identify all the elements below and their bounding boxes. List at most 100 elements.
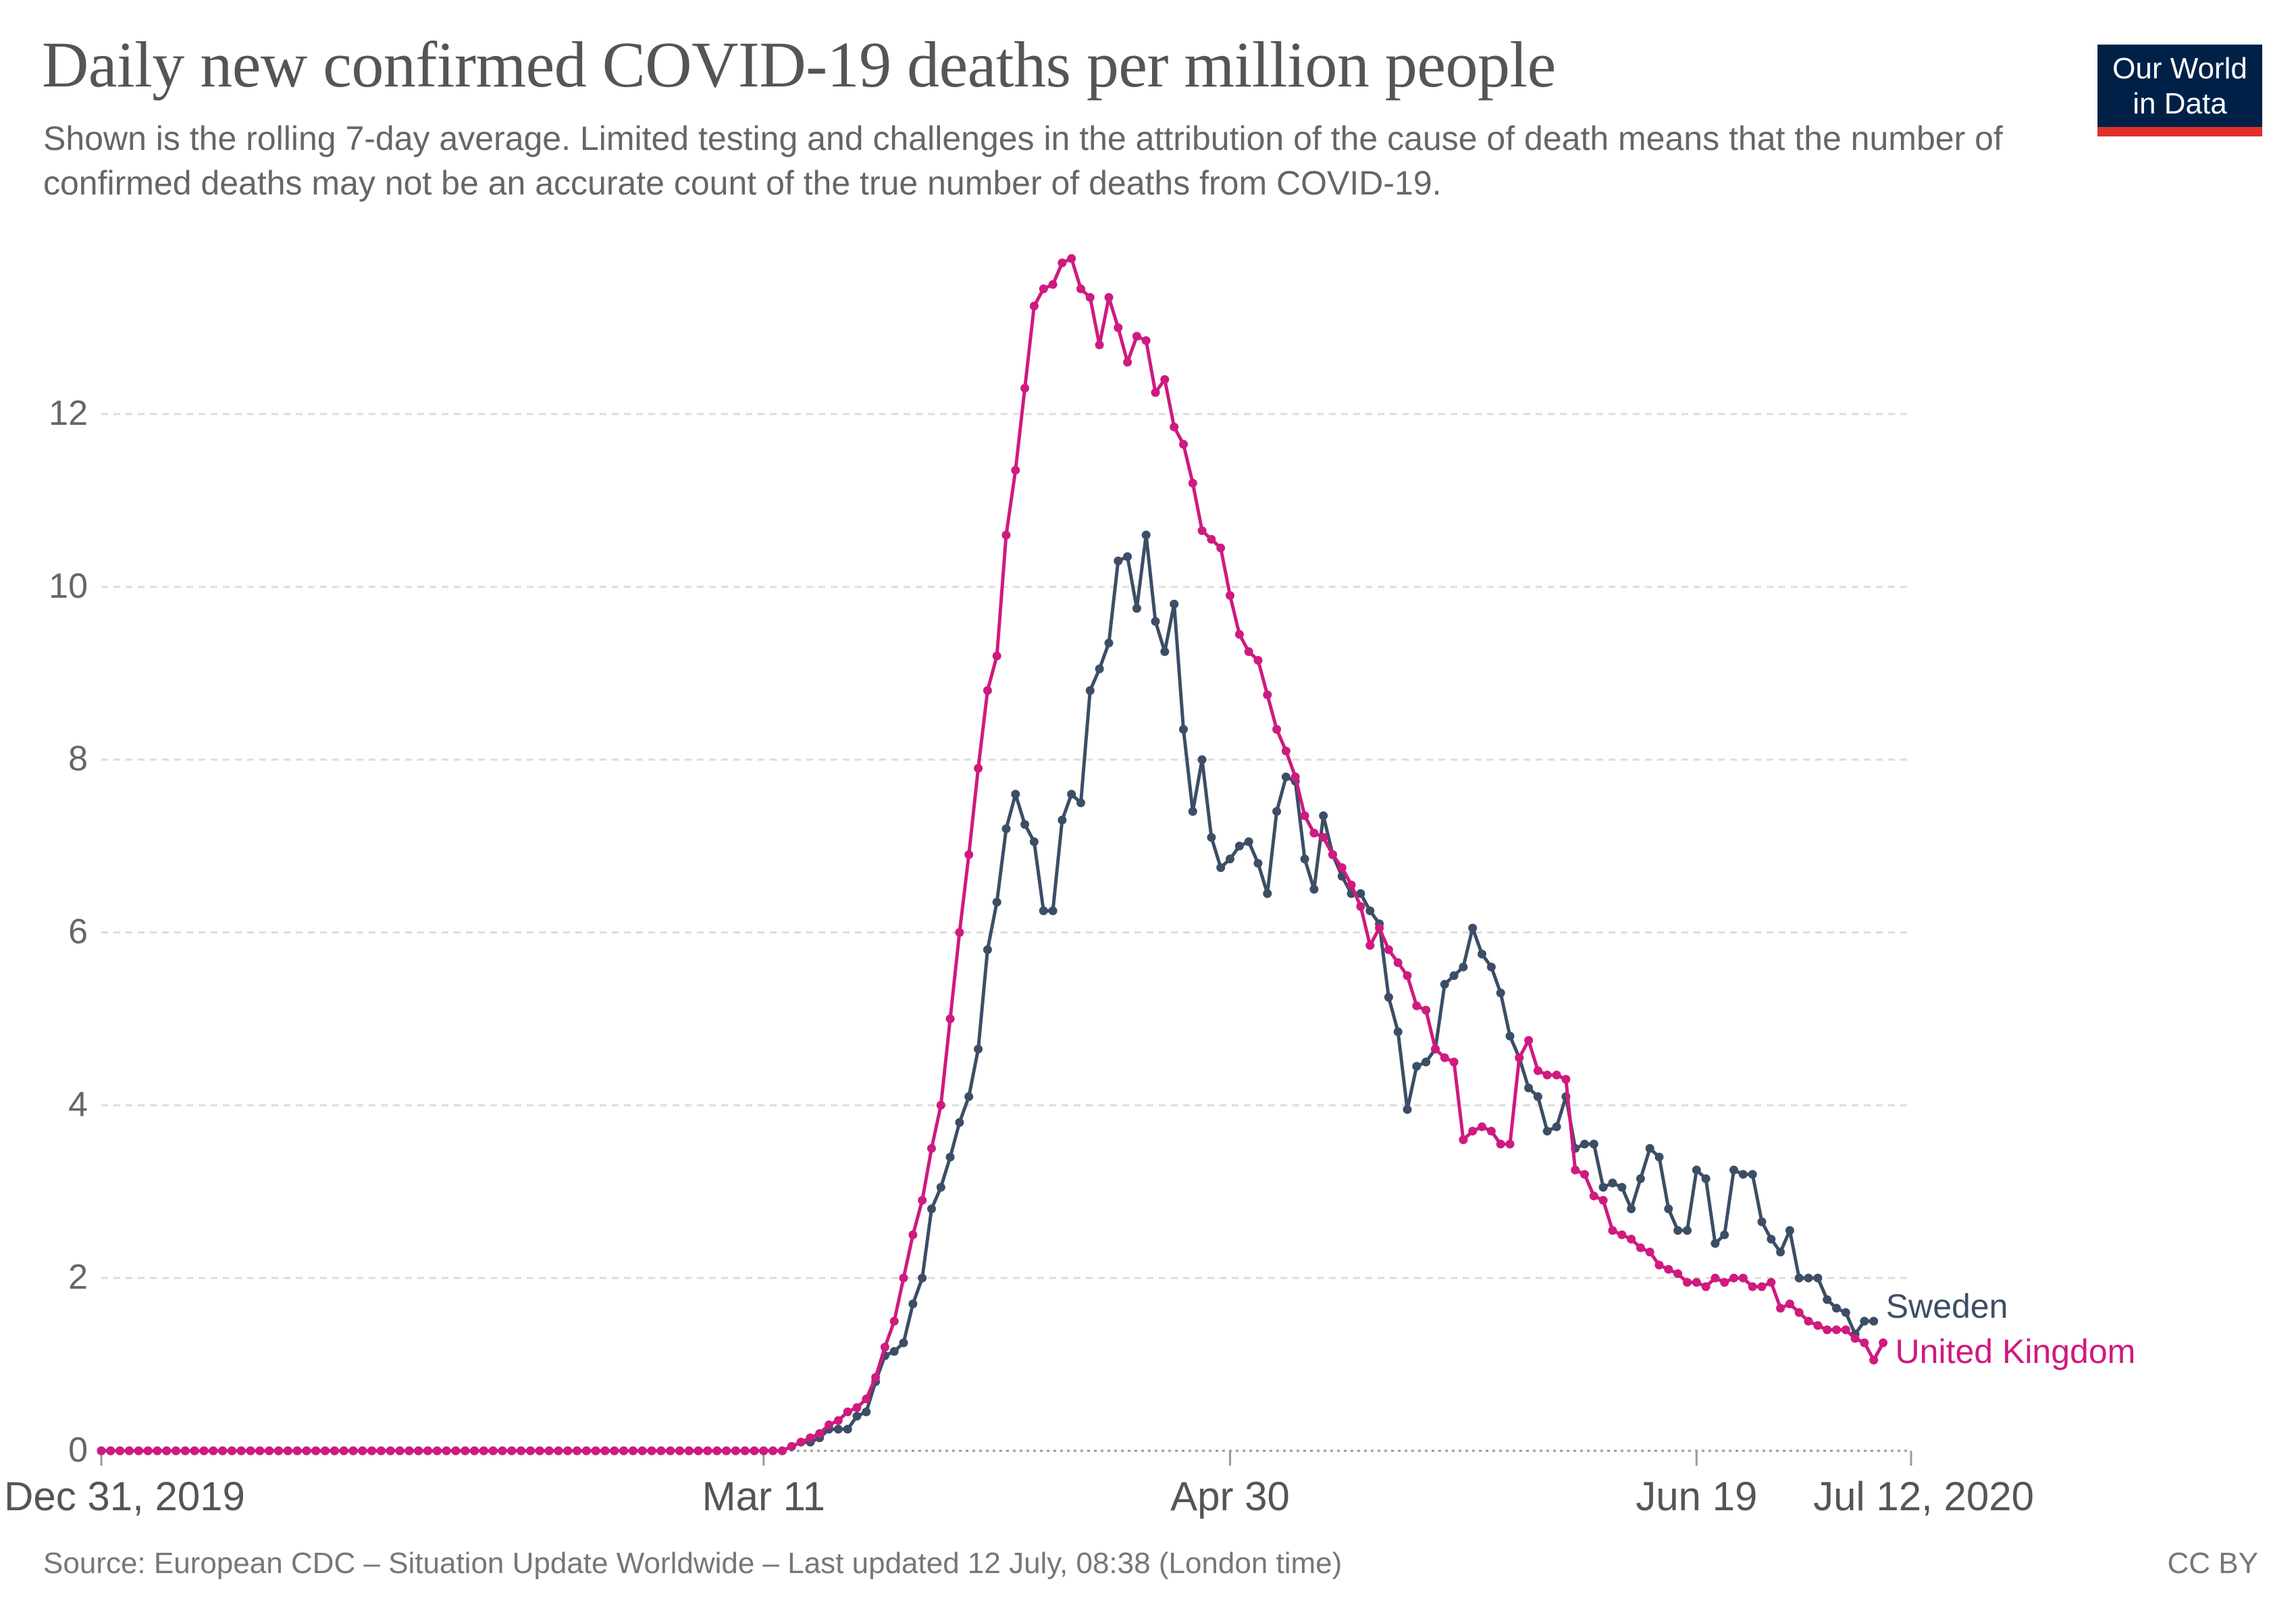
data-point-sweden bbox=[1384, 993, 1393, 1002]
data-point-united-kingdom bbox=[451, 1446, 461, 1456]
data-point-united-kingdom bbox=[1794, 1308, 1804, 1317]
data-point-sweden bbox=[1300, 854, 1309, 864]
data-point-united-kingdom bbox=[1561, 1075, 1571, 1084]
data-point-united-kingdom bbox=[1757, 1282, 1767, 1291]
x-tick-label: Dec 31, 2019 bbox=[4, 1474, 245, 1519]
data-point-united-kingdom bbox=[292, 1446, 302, 1456]
data-point-united-kingdom bbox=[498, 1446, 507, 1456]
data-point-united-kingdom bbox=[1580, 1170, 1589, 1179]
data-point-united-kingdom bbox=[1804, 1316, 1813, 1326]
data-point-sweden bbox=[1114, 557, 1123, 565]
y-tick-label: 0 bbox=[68, 1431, 88, 1470]
data-point-united-kingdom bbox=[330, 1446, 339, 1456]
data-point-sweden bbox=[899, 1338, 908, 1347]
data-point-united-kingdom bbox=[1449, 1057, 1459, 1066]
data-point-sweden bbox=[1692, 1165, 1701, 1175]
data-point-united-kingdom bbox=[1869, 1356, 1879, 1365]
data-point-sweden bbox=[1636, 1174, 1645, 1183]
axis-layer: 0 2 4 6 8 10 12 Dec 31, 2019 Mar 11 Apr 30 Jun 19 J… bbox=[4, 394, 2034, 1519]
data-point-sweden bbox=[862, 1407, 871, 1416]
data-point-united-kingdom bbox=[526, 1446, 535, 1456]
data-point-united-kingdom bbox=[563, 1446, 573, 1456]
data-point-sweden bbox=[1860, 1316, 1869, 1326]
x-tick-label: Mar 11 bbox=[702, 1474, 825, 1519]
data-point-united-kingdom bbox=[1654, 1260, 1664, 1270]
y-tick-label: 2 bbox=[68, 1258, 88, 1297]
data-point-united-kingdom bbox=[1533, 1066, 1542, 1075]
data-point-sweden bbox=[955, 1118, 964, 1127]
data-point-united-kingdom bbox=[517, 1446, 526, 1456]
license-link[interactable]: CC BY bbox=[2167, 1547, 2258, 1580]
y-tick-label: 4 bbox=[68, 1085, 88, 1124]
data-point-united-kingdom bbox=[1552, 1071, 1561, 1080]
data-point-united-kingdom bbox=[778, 1446, 787, 1456]
data-point-united-kingdom bbox=[1421, 1006, 1431, 1015]
data-point-united-kingdom bbox=[1701, 1282, 1711, 1291]
data-point-united-kingdom bbox=[1253, 656, 1263, 665]
data-point-united-kingdom bbox=[908, 1230, 918, 1239]
data-point-united-kingdom bbox=[1515, 1053, 1524, 1062]
data-point-united-kingdom bbox=[479, 1446, 488, 1456]
data-point-united-kingdom bbox=[236, 1446, 246, 1456]
logo-line-1: Our World bbox=[2112, 52, 2247, 85]
data-point-united-kingdom bbox=[1076, 284, 1085, 294]
x-tick-label: Apr 30 bbox=[1170, 1474, 1290, 1519]
data-point-united-kingdom bbox=[1085, 292, 1095, 302]
data-point-united-kingdom bbox=[1020, 384, 1030, 393]
series-layer bbox=[97, 254, 1888, 1456]
data-point-united-kingdom bbox=[199, 1446, 209, 1456]
source-note: Source: European CDC – Situation Update … bbox=[43, 1547, 1342, 1580]
series-line-sweden bbox=[101, 533, 1874, 1453]
data-point-united-kingdom bbox=[106, 1446, 115, 1456]
data-point-united-kingdom bbox=[1384, 945, 1393, 954]
data-point-united-kingdom bbox=[1440, 1053, 1449, 1062]
data-point-sweden bbox=[1468, 923, 1478, 933]
data-point-united-kingdom bbox=[983, 686, 992, 695]
data-point-united-kingdom bbox=[684, 1446, 694, 1456]
data-point-sweden bbox=[1029, 837, 1039, 846]
data-point-united-kingdom bbox=[712, 1446, 722, 1456]
data-point-united-kingdom bbox=[1151, 388, 1160, 397]
data-point-sweden bbox=[1478, 950, 1486, 958]
data-point-united-kingdom bbox=[386, 1446, 395, 1456]
data-point-sweden bbox=[1729, 1165, 1738, 1175]
data-point-united-kingdom bbox=[180, 1446, 190, 1456]
data-point-united-kingdom bbox=[871, 1372, 881, 1382]
data-point-sweden bbox=[1281, 772, 1290, 781]
data-point-united-kingdom bbox=[265, 1446, 274, 1456]
data-point-sweden bbox=[1365, 906, 1375, 915]
data-point-sweden bbox=[1207, 833, 1216, 842]
data-point-sweden bbox=[1645, 1143, 1654, 1153]
data-point-united-kingdom bbox=[1123, 357, 1132, 367]
series-line-united-kingdom bbox=[101, 257, 1885, 1453]
data-point-united-kingdom bbox=[1300, 811, 1309, 821]
data-point-united-kingdom bbox=[1095, 340, 1104, 350]
data-point-united-kingdom bbox=[1290, 772, 1300, 781]
data-point-united-kingdom bbox=[918, 1195, 927, 1205]
data-point-united-kingdom bbox=[647, 1446, 656, 1456]
y-tick-label: 6 bbox=[68, 912, 88, 952]
data-point-sweden bbox=[1664, 1204, 1673, 1214]
data-point-united-kingdom bbox=[600, 1446, 610, 1456]
data-point-united-kingdom bbox=[162, 1446, 172, 1456]
owid-logo[interactable]: Our World in Data bbox=[2097, 45, 2262, 136]
data-point-united-kingdom bbox=[1860, 1338, 1869, 1347]
data-point-sweden bbox=[1234, 842, 1244, 851]
data-point-united-kingdom bbox=[1645, 1247, 1654, 1257]
grid-layer bbox=[101, 413, 1911, 1279]
data-point-united-kingdom bbox=[1524, 1035, 1534, 1045]
data-point-sweden bbox=[1552, 1122, 1561, 1131]
data-point-united-kingdom bbox=[209, 1446, 218, 1456]
data-point-united-kingdom bbox=[1403, 971, 1412, 980]
y-tick-label: 10 bbox=[49, 567, 88, 606]
data-point-united-kingdom bbox=[190, 1446, 199, 1456]
data-point-united-kingdom bbox=[843, 1407, 852, 1416]
data-point-united-kingdom bbox=[1486, 1127, 1496, 1136]
data-point-united-kingdom bbox=[694, 1446, 703, 1456]
data-point-united-kingdom bbox=[470, 1446, 479, 1456]
data-point-united-kingdom bbox=[1039, 284, 1048, 294]
data-point-sweden bbox=[1412, 1062, 1421, 1071]
data-point-united-kingdom bbox=[619, 1446, 629, 1456]
data-point-sweden bbox=[852, 1412, 862, 1421]
